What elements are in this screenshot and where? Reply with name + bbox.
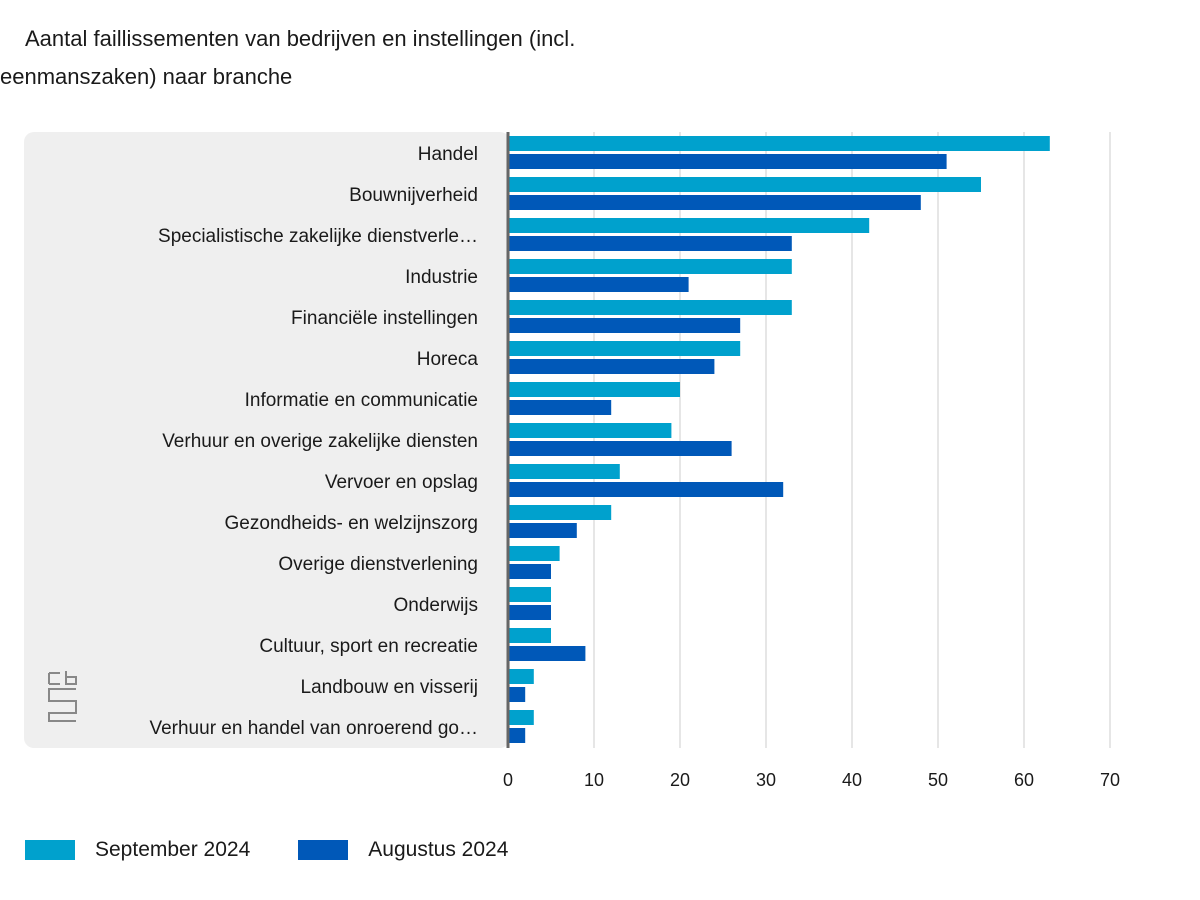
chart-title: Aantal faillissementen van bedrijven en … (0, 26, 576, 89)
bar-augustus-2024 (508, 482, 784, 497)
bar-augustus-2024 (508, 236, 792, 251)
category-label: Cultuur, sport en recreatie (259, 636, 478, 657)
gridlines (593, 132, 1111, 748)
category-label: Specialistische zakelijke dienstverle… (158, 226, 478, 247)
x-tick-label: 70 (1100, 770, 1120, 790)
category-label: Vervoer en opslag (325, 472, 478, 493)
bar-augustus-2024 (508, 318, 741, 333)
category-label: Landbouw en visserij (301, 677, 478, 698)
legend-swatch (298, 840, 349, 860)
bar-september-2024 (508, 382, 680, 397)
bar-september-2024 (508, 628, 551, 643)
bar-september-2024 (508, 423, 672, 438)
x-tick-label: 50 (928, 770, 948, 790)
cbs-logo-icon (48, 671, 77, 722)
category-label: Bouwnijverheid (349, 185, 478, 206)
category-label: Financiële instellingen (291, 308, 478, 329)
category-label: Overige dienstverlening (278, 554, 478, 575)
x-tick-label: 10 (584, 770, 604, 790)
category-label: Handel (418, 144, 478, 165)
bar-september-2024 (508, 259, 792, 274)
bar-september-2024 (508, 341, 741, 356)
legend-label: September 2024 (95, 838, 251, 861)
bar-augustus-2024 (508, 400, 612, 415)
x-tick-label: 0 (503, 770, 513, 790)
bar-augustus-2024 (508, 687, 526, 702)
bar-augustus-2024 (508, 277, 689, 292)
x-tick-label: 40 (842, 770, 862, 790)
bar-september-2024 (508, 136, 1050, 151)
bar-september-2024 (508, 464, 620, 479)
legend-swatch (25, 840, 75, 860)
category-label: Onderwijs (394, 595, 478, 616)
bar-chart: Handel Bouwnijverheid Specialistische zake… (24, 132, 1120, 790)
category-label: Industrie (405, 267, 478, 288)
bar-september-2024 (508, 177, 981, 192)
bar-augustus-2024 (508, 564, 551, 579)
legend-item-september-2024: September 2024 (25, 838, 250, 862)
category-label-panel (24, 132, 510, 748)
x-axis-ticks: 0 10 20 30 40 50 60 70 (503, 770, 1120, 790)
bar-augustus-2024 (508, 605, 551, 620)
bar-september-2024 (508, 505, 612, 520)
bar-augustus-2024 (508, 154, 947, 169)
category-label: Informatie en communicatie (245, 390, 478, 411)
bar-augustus-2024 (508, 359, 715, 374)
bar-augustus-2024 (508, 523, 577, 538)
bar-september-2024 (508, 218, 870, 233)
bar-september-2024 (508, 669, 534, 684)
category-label: Gezondheids- en welzijnszorg (225, 513, 478, 534)
bar-september-2024 (508, 300, 792, 315)
category-labels: Handel Bouwnijverheid Specialistische zake… (149, 144, 478, 739)
bar-augustus-2024 (508, 195, 921, 210)
category-label: Verhuur en handel van onroerend go… (149, 718, 478, 739)
bar-augustus-2024 (508, 728, 526, 743)
bar-september-2024 (508, 710, 534, 725)
bar-augustus-2024 (508, 441, 732, 456)
bars (508, 136, 1050, 743)
bar-september-2024 (508, 587, 551, 602)
x-tick-label: 60 (1014, 770, 1034, 790)
category-label: Verhuur en overige zakelijke diensten (162, 431, 478, 452)
bar-september-2024 (508, 546, 560, 561)
bar-augustus-2024 (508, 646, 586, 661)
legend: September 2024 Augustus 2024 (25, 838, 556, 862)
category-label: Horeca (417, 349, 479, 370)
x-tick-label: 30 (756, 770, 776, 790)
legend-item-augustus-2024: Augustus 2024 (298, 838, 508, 862)
legend-label: Augustus 2024 (368, 838, 509, 861)
x-tick-label: 20 (670, 770, 690, 790)
